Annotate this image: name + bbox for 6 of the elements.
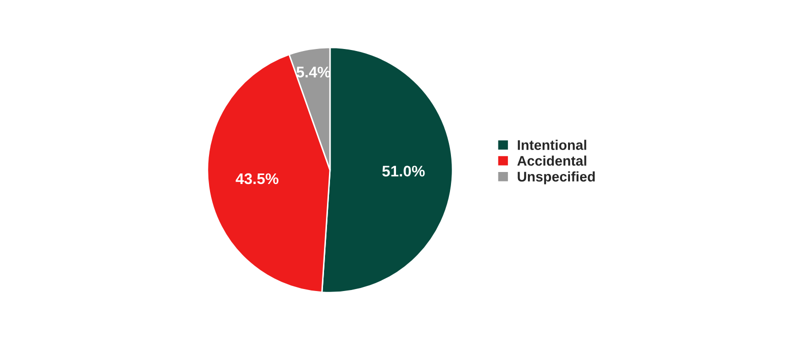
legend-label: Unspecified: [518, 171, 595, 184]
legend-label: Accidental: [517, 156, 586, 166]
data-label: 51.0%: [382, 166, 425, 177]
data-label: 5.4%: [296, 66, 330, 78]
legend-label: Intentional: [518, 140, 586, 150]
data-label: 43.5%: [236, 173, 278, 184]
